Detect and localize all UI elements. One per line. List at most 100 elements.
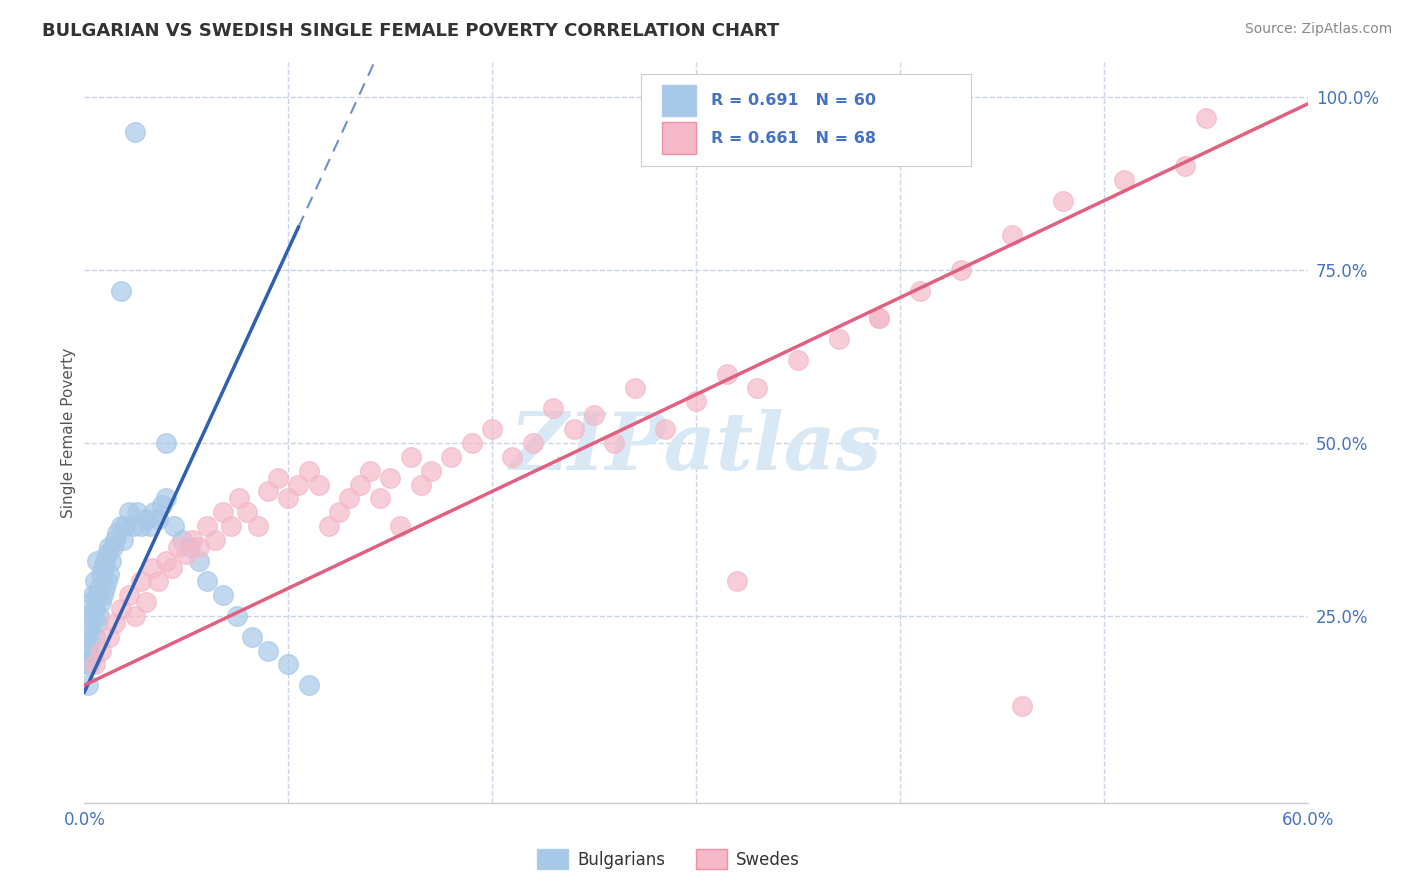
Point: [97, 540, 120, 554]
Point: [869, 311, 891, 326]
Point: [96, 574, 118, 589]
Point: [277, 657, 299, 672]
Point: [124, 609, 146, 624]
Point: [950, 263, 973, 277]
Point: [1195, 111, 1218, 125]
Point: [118, 505, 141, 519]
Point: [86, 588, 108, 602]
Point: [716, 367, 738, 381]
Point: [562, 422, 585, 436]
Point: [174, 547, 197, 561]
Y-axis label: Single Female Poverty: Single Female Poverty: [60, 348, 76, 517]
Point: [83, 574, 105, 589]
Point: [141, 560, 163, 574]
Point: [583, 409, 606, 423]
Point: [910, 284, 932, 298]
Point: [828, 332, 851, 346]
Point: [104, 533, 127, 547]
Point: [77, 609, 100, 624]
Text: R = 0.691   N = 60: R = 0.691 N = 60: [710, 94, 876, 109]
Point: [90, 567, 112, 582]
Point: [1011, 698, 1033, 713]
Point: [212, 588, 235, 602]
Point: [257, 643, 280, 657]
FancyBboxPatch shape: [662, 122, 696, 153]
Point: [1174, 159, 1197, 173]
FancyBboxPatch shape: [662, 85, 696, 116]
Point: [654, 422, 676, 436]
Point: [83, 657, 105, 672]
Text: ZIPatlas: ZIPatlas: [510, 409, 882, 486]
Point: [869, 311, 891, 326]
Point: [138, 519, 160, 533]
Point: [287, 477, 309, 491]
Point: [298, 678, 321, 692]
Point: [204, 533, 226, 547]
Point: [75, 657, 97, 672]
Point: [96, 547, 118, 561]
Point: [79, 637, 101, 651]
Point: [155, 554, 177, 568]
Point: [246, 519, 269, 533]
Point: [167, 540, 190, 554]
Point: [75, 630, 97, 644]
Text: Source: ZipAtlas.com: Source: ZipAtlas.com: [1244, 22, 1392, 37]
Point: [420, 464, 443, 478]
Point: [100, 554, 122, 568]
Point: [368, 491, 391, 506]
Point: [308, 477, 330, 491]
Text: BULGARIAN VS SWEDISH SINGLE FEMALE POVERTY CORRELATION CHART: BULGARIAN VS SWEDISH SINGLE FEMALE POVER…: [42, 22, 779, 40]
Point: [212, 505, 235, 519]
Point: [77, 678, 100, 692]
Point: [267, 470, 290, 484]
Point: [97, 630, 120, 644]
Point: [146, 512, 169, 526]
Point: [93, 554, 115, 568]
Point: [131, 574, 153, 589]
Point: [1001, 228, 1024, 243]
Point: [77, 643, 100, 657]
Point: [82, 650, 104, 665]
Point: [502, 450, 524, 464]
Point: [86, 615, 108, 630]
Point: [110, 284, 132, 298]
Point: [105, 525, 128, 540]
Point: [179, 540, 201, 554]
Point: [236, 505, 259, 519]
Point: [79, 657, 101, 672]
Point: [187, 554, 209, 568]
FancyBboxPatch shape: [641, 73, 972, 166]
Point: [110, 602, 132, 616]
Point: [163, 519, 186, 533]
Point: [298, 464, 321, 478]
Point: [101, 540, 124, 554]
Point: [112, 533, 135, 547]
Point: [91, 588, 114, 602]
Point: [131, 519, 153, 533]
Point: [257, 484, 280, 499]
Point: [685, 394, 707, 409]
Point: [399, 450, 422, 464]
Point: [127, 505, 149, 519]
Point: [603, 436, 626, 450]
Point: [172, 533, 194, 547]
Point: [150, 498, 173, 512]
Point: [146, 574, 169, 589]
Point: [328, 505, 350, 519]
Point: [160, 560, 183, 574]
Point: [349, 477, 371, 491]
Point: [83, 630, 105, 644]
Point: [1114, 173, 1136, 187]
Point: [226, 609, 249, 624]
Point: [124, 125, 146, 139]
Point: [86, 554, 108, 568]
Point: [135, 512, 157, 526]
Point: [461, 436, 484, 450]
Point: [339, 491, 361, 506]
Point: [195, 574, 218, 589]
Point: [219, 519, 242, 533]
Point: [79, 595, 101, 609]
Point: [83, 602, 105, 616]
Point: [90, 595, 112, 609]
Point: [440, 450, 463, 464]
